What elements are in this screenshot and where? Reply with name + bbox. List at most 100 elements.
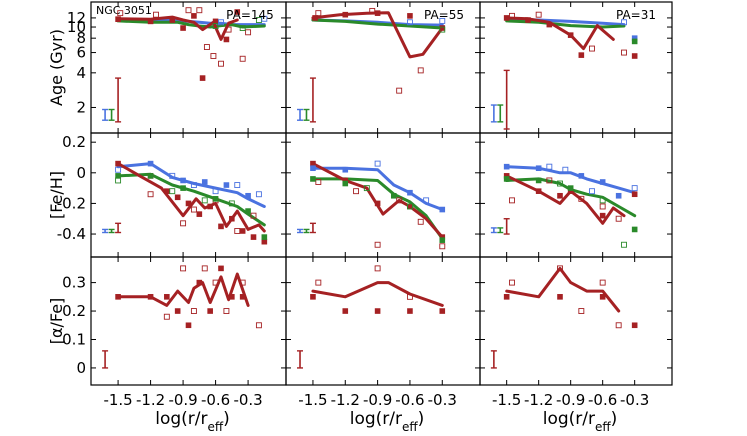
data-point-red-filled — [212, 18, 219, 25]
panel-frame — [479, 256, 673, 386]
data-point-blue-open — [218, 19, 224, 26]
data-point-blue-open — [212, 188, 219, 195]
y-tick-label-row-0-0: 2 — [76, 98, 86, 116]
data-point-red-open — [315, 179, 322, 185]
data-point-green-open — [406, 203, 413, 210]
data-point-red-filled — [631, 191, 638, 198]
x-tick-label-c2-1: -1.2 — [524, 391, 553, 409]
data-point-red-filled — [525, 17, 531, 23]
data-point-blue-filled — [503, 163, 510, 170]
data-point-red-filled — [115, 16, 121, 22]
data-point-blue-filled — [310, 165, 316, 172]
x-axis-label-close: ) — [223, 409, 230, 429]
data-point-green-open — [557, 180, 563, 187]
data-point-blue-open — [169, 172, 176, 179]
x-tick-label-c0-0: -1.5 — [103, 391, 132, 409]
data-point-green-open — [201, 197, 208, 204]
data-point-green-open — [363, 185, 370, 192]
x-tick-label-c0-1: -1.2 — [136, 391, 165, 409]
data-point-red-open — [163, 313, 170, 320]
data-point-red-open — [578, 308, 585, 314]
x-axis-label-col-0: log(r/reff) — [155, 409, 230, 434]
x-tick-label-c1-4: -0.3 — [428, 391, 457, 409]
data-point-green-open — [115, 177, 122, 184]
data-point-red-filled — [218, 265, 224, 272]
y-tick-label-row-0-1: 4 — [76, 64, 86, 82]
pa-label-col-0: PA=145 — [226, 8, 274, 22]
data-point-red-open — [147, 191, 154, 198]
data-point-red-filled — [115, 294, 121, 300]
data-point-green-filled — [261, 234, 268, 240]
data-point-red-filled — [229, 294, 235, 300]
data-point-red-filled — [567, 188, 574, 194]
data-point-red-open — [180, 265, 187, 272]
data-point-red-filled — [439, 234, 446, 240]
data-point-green-open — [439, 26, 446, 33]
data-point-red-filled — [439, 25, 446, 31]
data-point-red-open — [234, 228, 241, 234]
data-point-blue-filled — [180, 177, 186, 184]
series-line-red — [311, 162, 444, 239]
data-point-green-filled — [180, 185, 186, 191]
data-point-red-open — [223, 308, 230, 314]
data-point-blue-filled — [439, 206, 446, 213]
data-point-green-filled — [147, 173, 154, 179]
data-point-red-filled — [199, 75, 206, 81]
data-point-red-filled — [342, 177, 349, 184]
x-tick-label-c2-2: -0.9 — [556, 391, 585, 409]
data-point-blue-open — [190, 182, 197, 188]
data-point-red-filled — [310, 160, 316, 167]
galaxy-label: NGC 3051 — [96, 4, 152, 17]
x-axis-label-main: log(r/r — [155, 409, 207, 429]
data-point-red-filled — [229, 215, 235, 222]
data-point-red-open — [374, 265, 381, 272]
y-tick-label-row-1-2: -0.2 — [57, 194, 86, 212]
y-axis-label-row-0: Age (Gyr) — [47, 29, 66, 106]
pa-label-col-2: PA=31 — [616, 8, 656, 22]
data-point-green-filled — [390, 192, 397, 199]
data-point-red-filled — [261, 238, 268, 245]
x-tick-label-c0-3: -0.6 — [201, 391, 230, 409]
data-point-green-open — [169, 188, 176, 195]
data-point-red-filled — [567, 32, 574, 38]
data-point-green-filled — [503, 176, 510, 182]
data-point-red-open — [153, 11, 159, 18]
data-point-red-open — [255, 322, 262, 329]
data-point-red-open — [439, 243, 446, 250]
data-point-red-open — [225, 26, 232, 33]
data-point-red-open — [117, 10, 124, 17]
data-point-red-open — [196, 7, 203, 14]
data-point-red-filled — [196, 279, 203, 286]
data-point-green-filled — [439, 237, 446, 243]
data-point-red-filled — [207, 203, 213, 210]
data-point-red-open — [557, 265, 563, 272]
data-point-red-open — [315, 279, 322, 286]
data-point-red-filled — [218, 223, 224, 230]
data-point-blue-open — [374, 160, 381, 167]
data-point-red-filled — [185, 200, 192, 207]
y-tick-label-row-1-3: -0.4 — [57, 225, 86, 243]
pa-label-col-1: PA=55 — [424, 8, 464, 22]
x-tick-label-c2-0: -1.5 — [492, 391, 521, 409]
data-point-red-filled — [557, 294, 563, 300]
data-point-blue-filled — [201, 179, 208, 185]
series-line-red — [116, 15, 239, 41]
data-point-red-open — [190, 308, 197, 314]
data-point-red-open — [509, 12, 515, 19]
data-point-red-open — [599, 279, 606, 286]
data-point-red-open — [589, 45, 595, 52]
data-point-red-filled — [374, 308, 381, 314]
data-point-red-filled — [535, 188, 542, 194]
y-axis-label-row-2: [α/Fe] — [47, 298, 66, 345]
data-point-red-open — [406, 293, 413, 300]
data-point-blue-filled — [223, 182, 230, 188]
data-point-blue-filled — [535, 165, 542, 172]
data-point-green-open — [599, 197, 606, 204]
data-point-green-filled — [245, 208, 251, 214]
data-point-red-filled — [599, 294, 606, 300]
data-point-red-filled — [174, 194, 181, 201]
data-point-red-filled — [239, 228, 246, 234]
data-point-red-open — [621, 49, 627, 56]
